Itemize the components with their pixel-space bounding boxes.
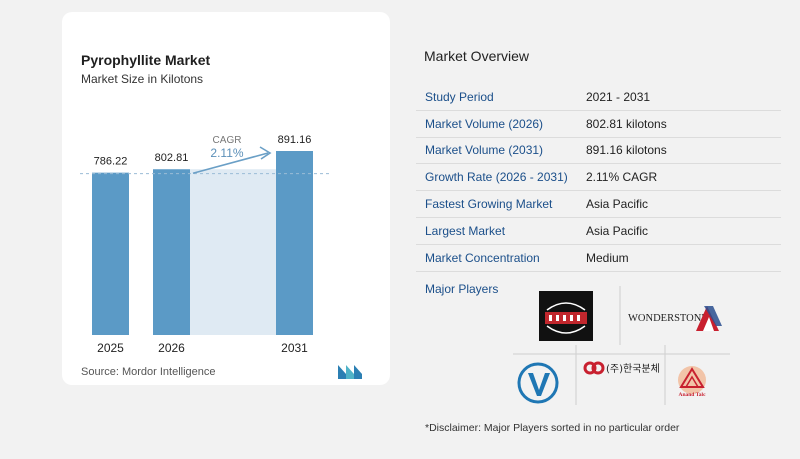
row-label: Study Period — [425, 89, 494, 104]
chart-subtitle: Market Size in Kilotons — [81, 72, 204, 86]
chart-card: Pyrophyllite Market Market Size in Kilot… — [62, 12, 390, 385]
bar-2026 — [153, 169, 190, 335]
row-label: Growth Rate (2026 - 2031) — [425, 170, 568, 185]
player-logo-anand: Anand Talc — [678, 366, 706, 398]
cagr-value: 2.11% — [210, 146, 243, 160]
row-value: Medium — [586, 250, 629, 265]
wonderstone-text: WONDERSTONE — [628, 313, 708, 324]
row-value: 802.81 kilotons — [586, 116, 667, 131]
overview-table: Study Period 2021 - 2031 Market Volume (2… — [416, 84, 781, 272]
major-players-title: Major Players — [425, 282, 499, 296]
bar-2031 — [276, 151, 313, 335]
row-value: 891.16 kilotons — [586, 143, 667, 158]
overview-row: Growth Rate (2026 - 2031) 2.11% CAGR — [416, 164, 781, 192]
cagr-label: CAGR — [213, 135, 242, 146]
mordor-logo-icon — [338, 365, 362, 379]
row-label: Largest Market — [425, 223, 506, 238]
overview-row: Market Concentration Medium — [416, 245, 781, 272]
overview-row: Market Volume (2026) 802.81 kilotons — [416, 111, 781, 138]
value-label-2031: 891.16 — [278, 134, 312, 146]
cagr-band — [190, 169, 276, 335]
cagr-arrow — [192, 152, 269, 175]
category-label-2025: 2025 — [97, 341, 124, 355]
overview-title: Market Overview — [424, 48, 530, 64]
player-logo-wonderstone: WONDERSTONE — [628, 306, 722, 331]
row-label: Market Volume (2031) — [425, 143, 544, 158]
row-label: Fastest Growing Market — [425, 197, 553, 212]
chart-title: Pyrophyllite Market — [81, 52, 211, 68]
disclaimer: *Disclaimer: Major Players sorted in no … — [425, 422, 680, 434]
overview-row: Study Period 2021 - 2031 — [416, 84, 781, 111]
source-label: Source: Mordor Intelligence — [81, 366, 216, 378]
cagr-arrowhead — [259, 146, 272, 160]
korean-company-text: (주)한국분체 — [606, 363, 660, 375]
bar-2025 — [92, 172, 129, 335]
overview-row: Fastest Growing Market Asia Pacific — [416, 191, 781, 218]
anand-talc-text: Anand Talc — [678, 392, 706, 398]
overview-row: Market Volume (2031) 891.16 kilotons — [416, 138, 781, 165]
row-value: Asia Pacific — [586, 197, 649, 212]
row-label: Market Concentration — [425, 250, 540, 265]
player-logo-v — [517, 362, 559, 404]
value-label-2026: 802.81 — [155, 152, 189, 164]
row-label: Market Volume (2026) — [425, 116, 544, 131]
value-label-2025: 786.22 — [94, 156, 128, 168]
row-value: 2.11% CAGR — [586, 170, 658, 185]
overview-row: Largest Market Asia Pacific — [416, 218, 781, 245]
row-value: 2021 - 2031 — [586, 89, 651, 104]
player-logo-korean: (주)한국분체 — [583, 361, 660, 375]
category-label-2031: 2031 — [281, 341, 308, 355]
category-label-2026: 2026 — [158, 341, 185, 355]
row-value: Asia Pacific — [586, 223, 649, 238]
player-logo-1 — [539, 291, 593, 341]
